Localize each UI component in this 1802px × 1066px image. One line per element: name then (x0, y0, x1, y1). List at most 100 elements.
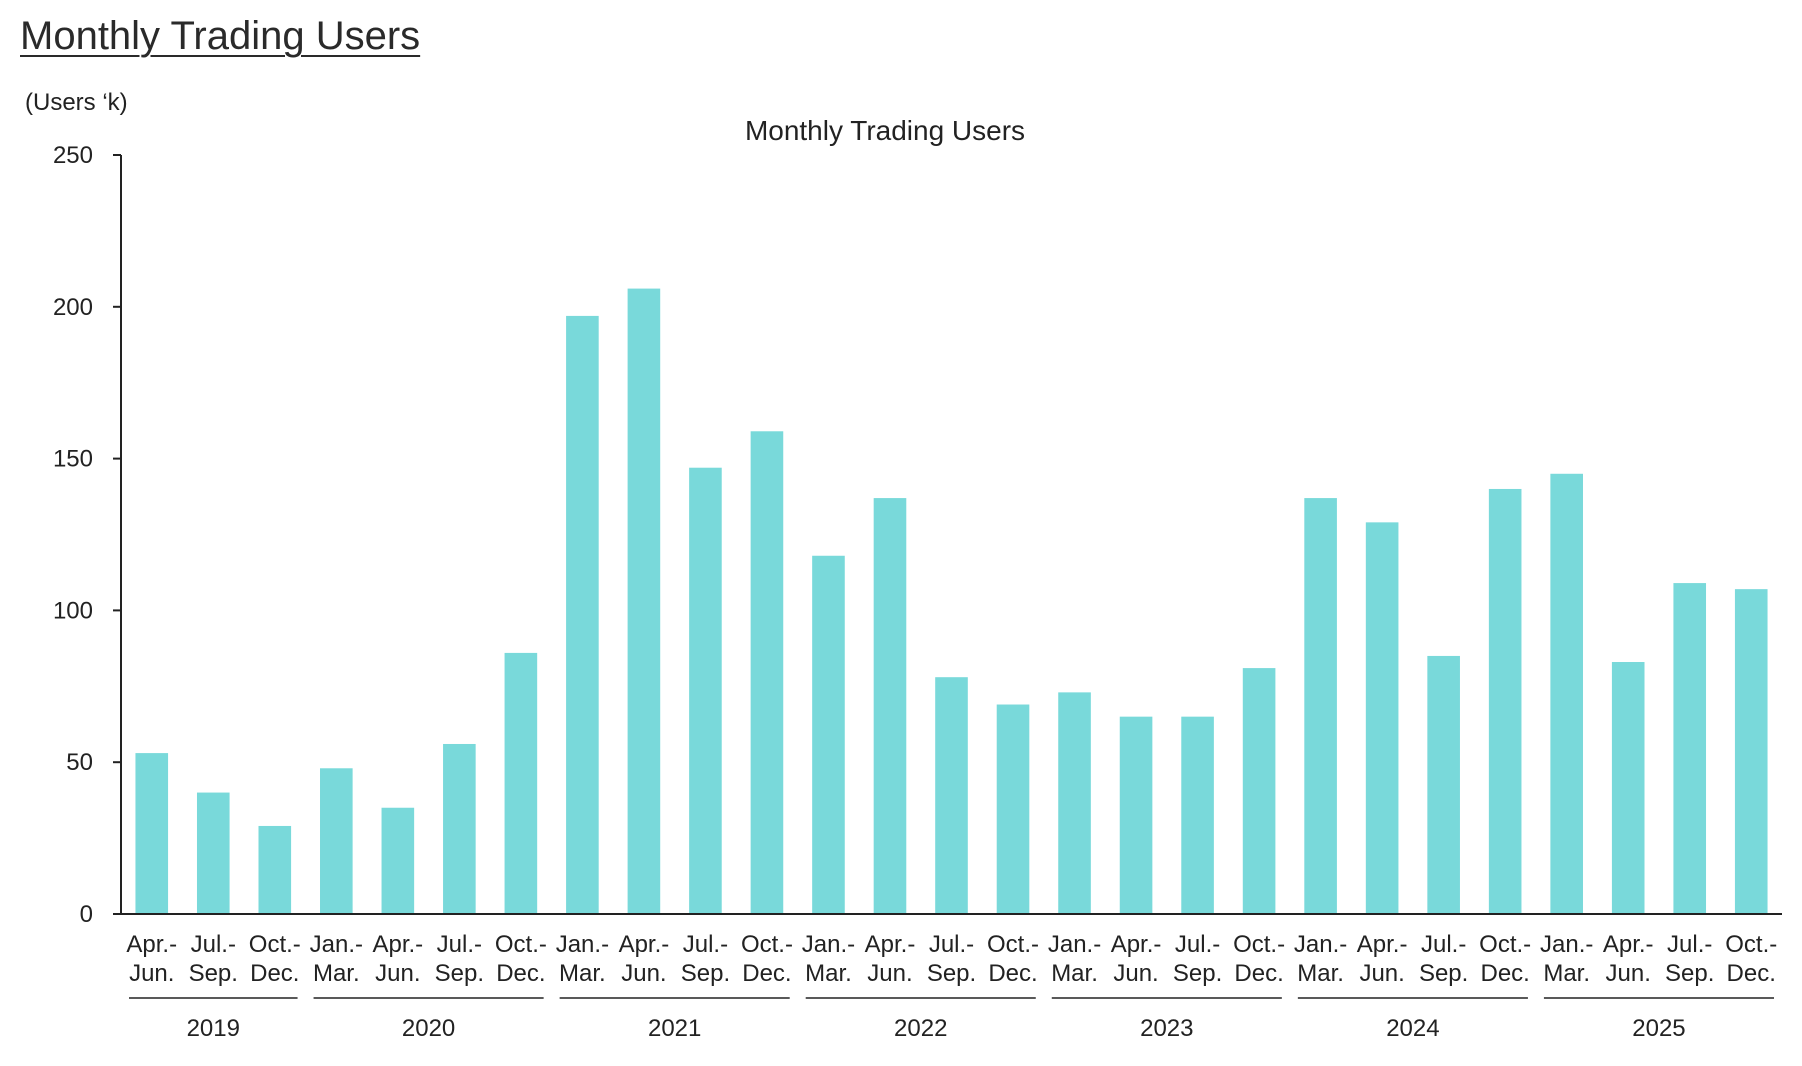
x-tick-label-line2: Dec. (988, 960, 1037, 987)
bar (1673, 583, 1707, 914)
bar (1488, 488, 1522, 914)
x-tick-label-line1: Oct.- (495, 931, 547, 958)
year-group-label: 2025 (1632, 1015, 1685, 1042)
x-tick-label-line2: Jun. (1359, 960, 1404, 987)
x-tick-label-line2: Jun. (129, 960, 174, 987)
bar (873, 498, 907, 914)
year-group-label: 2023 (1140, 1015, 1193, 1042)
chart-title: Monthly Trading Users (745, 115, 1025, 146)
x-tick-label-line1: Oct.- (1725, 931, 1777, 958)
x-tick-label-line1: Jan.- (310, 931, 363, 958)
x-tick-label-line2: Sep. (435, 960, 484, 987)
x-tick-label-line1: Oct.- (249, 931, 301, 958)
year-group-label: 2022 (894, 1015, 947, 1042)
x-tick-label-line2: Sep. (189, 960, 238, 987)
bar (1550, 473, 1583, 914)
bar (996, 704, 1030, 914)
x-tick-label-line2: Sep. (1173, 960, 1222, 987)
year-group-label: 2024 (1386, 1015, 1439, 1042)
y-tick-label: 200 (53, 294, 93, 321)
x-tick-label-line1: Oct.- (1479, 931, 1531, 958)
x-tick-label-line2: Dec. (250, 960, 299, 987)
x-tick-label-line1: Jan.- (802, 931, 855, 958)
bar (1119, 716, 1153, 914)
x-tick-label-line2: Dec. (496, 960, 545, 987)
x-tick-label-line2: Mar. (559, 960, 606, 987)
bar (812, 555, 845, 914)
bar (1427, 655, 1460, 914)
bar (381, 807, 415, 914)
x-tick-label-line1: Apr.- (1603, 931, 1654, 958)
year-group-label: 2021 (648, 1015, 701, 1042)
x-tick-label-line2: Mar. (1543, 960, 1590, 987)
x-tick-label-line2: Jun. (1113, 960, 1158, 987)
x-tick-label-line1: Jan.- (556, 931, 609, 958)
bar (627, 288, 661, 915)
x-tick-label-line1: Jan.- (1540, 931, 1593, 958)
bar (196, 792, 230, 914)
x-tick-label-line2: Jun. (621, 960, 666, 987)
bar (750, 431, 784, 914)
year-group-label: 2019 (187, 1015, 240, 1042)
x-tick-label-line1: Apr.- (1111, 931, 1162, 958)
bar (320, 768, 353, 914)
x-tick-label-line1: Apr.- (865, 931, 916, 958)
x-tick-label-line2: Dec. (742, 960, 791, 987)
y-tick-label: 150 (53, 446, 93, 473)
bar (1734, 589, 1768, 914)
x-tick-label-line1: Oct.- (741, 931, 793, 958)
bar (935, 677, 968, 914)
x-tick-label-line1: Jul.- (683, 931, 728, 958)
x-tick-label-line2: Dec. (1234, 960, 1283, 987)
bars (135, 288, 1768, 915)
x-tick-label-line2: Jun. (867, 960, 912, 987)
bar (1181, 716, 1214, 914)
x-tick-label-line1: Jul.- (1421, 931, 1466, 958)
x-tick-label-line2: Jun. (1606, 960, 1651, 987)
x-tick-label-line2: Jun. (375, 960, 420, 987)
x-tick-label-line1: Jan.- (1048, 931, 1101, 958)
x-tick-label-line2: Sep. (681, 960, 730, 987)
bar (1058, 692, 1091, 914)
x-tick-label-line1: Oct.- (1233, 931, 1285, 958)
x-tick-label-line1: Oct.- (987, 931, 1039, 958)
bar (689, 467, 722, 914)
x-tick-label-line1: Jul.- (1667, 931, 1712, 958)
x-tick-label-line2: Mar. (1051, 960, 1098, 987)
year-group-label: 2020 (402, 1015, 455, 1042)
y-tick-label: 250 (53, 142, 93, 169)
x-tick-label-line2: Mar. (313, 960, 360, 987)
x-tick-label-line2: Mar. (1297, 960, 1344, 987)
x-tick-label-line1: Jul.- (437, 931, 482, 958)
x-tick-label-line1: Apr.- (1357, 931, 1408, 958)
y-tick-label: 50 (66, 749, 93, 776)
x-tick-label-line2: Mar. (805, 960, 852, 987)
bar (504, 652, 538, 914)
bar (1611, 662, 1645, 914)
x-tick-label-line2: Dec. (1727, 960, 1776, 987)
x-tick-label-line1: Jul.- (929, 931, 974, 958)
x-tick-label-line1: Apr.- (126, 931, 177, 958)
x-tick-label-line1: Apr.- (619, 931, 670, 958)
bar (258, 825, 292, 914)
y-tick-label: 0 (80, 901, 93, 928)
year-group-labels: 2019 2020 2021 2022 2023 2024 2025 (129, 997, 1774, 1042)
x-tick-label-line2: Sep. (927, 960, 976, 987)
x-tick-label-line1: Jul.- (1175, 931, 1220, 958)
x-tick-label-line1: Apr.- (372, 931, 423, 958)
bar (135, 753, 169, 914)
y-axis-label: (Users ‘k) (25, 89, 128, 116)
bar (1242, 668, 1276, 914)
x-tick-label-line1: Jul.- (191, 931, 236, 958)
x-tick-label-line2: Sep. (1419, 960, 1468, 987)
x-tick-label-line2: Dec. (1480, 960, 1529, 987)
bar (443, 743, 476, 914)
bar (566, 315, 599, 915)
page-title: Monthly Trading Users (20, 14, 421, 58)
x-tick-label-line1: Jan.- (1294, 931, 1347, 958)
y-tick-label: 100 (53, 597, 93, 624)
bar (1365, 522, 1399, 914)
x-tick-label-line2: Sep. (1665, 960, 1714, 987)
x-axis-tick-labels: Apr.-Jun.Jul.-Sep.Oct.-Dec.Jan.-Mar.Apr.… (126, 931, 1777, 987)
